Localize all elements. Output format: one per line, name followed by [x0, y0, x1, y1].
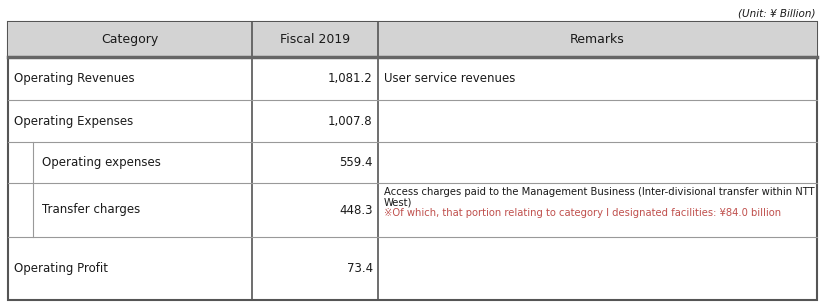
Text: Transfer charges: Transfer charges: [42, 204, 140, 216]
Text: User service revenues: User service revenues: [384, 72, 515, 85]
Text: Fiscal 2019: Fiscal 2019: [280, 33, 350, 46]
Text: West): West): [384, 197, 412, 208]
Text: Access charges paid to the Management Business (Inter-divisional transfer within: Access charges paid to the Management Bu…: [384, 187, 814, 197]
Text: (Unit: ¥ Billion): (Unit: ¥ Billion): [738, 9, 815, 19]
Text: Operating Profit: Operating Profit: [14, 262, 108, 275]
Text: Remarks: Remarks: [570, 33, 625, 46]
Text: Operating expenses: Operating expenses: [42, 156, 161, 169]
Text: Category: Category: [101, 33, 158, 46]
Text: Operating Revenues: Operating Revenues: [14, 72, 134, 85]
Text: ※Of which, that portion relating to category I designated facilities: ¥84.0 bill: ※Of which, that portion relating to cate…: [384, 208, 780, 218]
Text: 1,081.2: 1,081.2: [328, 72, 373, 85]
Text: 559.4: 559.4: [339, 156, 373, 169]
Bar: [8, 22, 817, 57]
Text: 1,007.8: 1,007.8: [328, 115, 373, 127]
Text: 448.3: 448.3: [339, 204, 373, 216]
Text: Operating Expenses: Operating Expenses: [14, 115, 134, 127]
Text: 73.4: 73.4: [346, 262, 373, 275]
